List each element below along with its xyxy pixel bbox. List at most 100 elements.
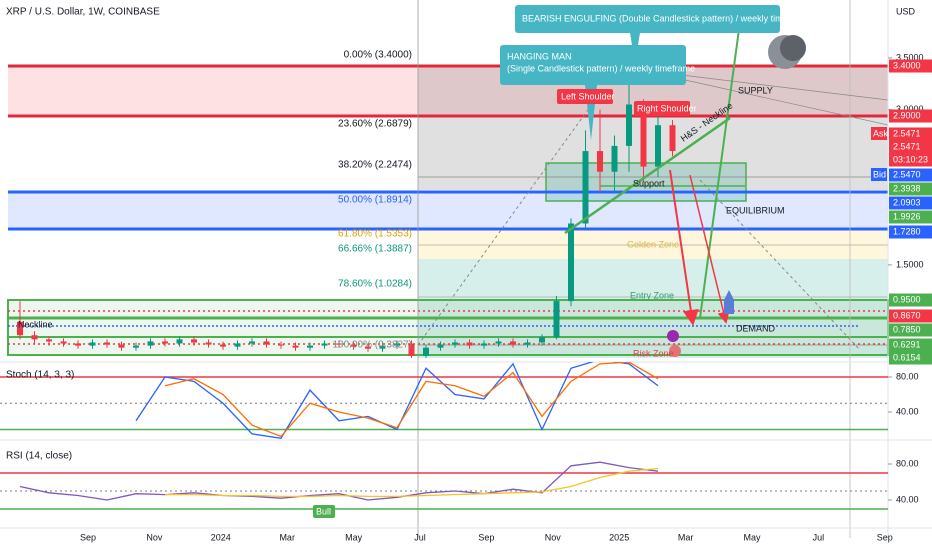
- candle-body: [640, 104, 647, 167]
- candle-body: [553, 301, 560, 338]
- price-tag: 2.9000: [893, 110, 921, 120]
- candle-body: [147, 341, 154, 346]
- price-tag-bg: [889, 168, 932, 182]
- pane-title: Stoch (14, 3, 3): [6, 370, 74, 381]
- label-bg: [313, 505, 335, 518]
- fib-label: 23.60% (2.6879): [338, 119, 412, 130]
- candle-body: [539, 337, 545, 343]
- price-tag-bg: [889, 225, 932, 239]
- candle-body: [263, 341, 270, 345]
- price-tag-bg: [889, 182, 932, 196]
- zones: [0, 0, 932, 538]
- x-tick-label: Nov: [146, 532, 163, 542]
- moon-shade: [780, 35, 806, 61]
- arrow-up: [699, 14, 747, 319]
- x-tick-label: Sep: [478, 532, 494, 542]
- indicator-pane: [0, 362, 888, 439]
- candle-body: [437, 344, 444, 348]
- y-tick-label: 80.00: [896, 458, 919, 468]
- bid-label: Bid: [873, 169, 886, 179]
- gray-zone: [418, 66, 888, 190]
- label-bg: [634, 101, 690, 116]
- candle-body: [466, 342, 473, 346]
- candle-body: [524, 342, 531, 345]
- fib-label: 78.60% (1.0284): [338, 279, 412, 290]
- price-tag: 0.8670: [893, 310, 921, 320]
- callout: [515, 5, 780, 33]
- y-tick-label: 40.00: [896, 406, 919, 416]
- annotation: DEMAND: [736, 323, 776, 333]
- price-tag-bg: [889, 293, 932, 307]
- price-tag-bg: [889, 109, 932, 123]
- candle-body: [191, 339, 197, 343]
- candle-body: [17, 321, 23, 336]
- indicator-line: [135, 362, 659, 439]
- candle-body: [510, 341, 516, 345]
- candle-body: [133, 345, 139, 348]
- annotation: Golden Zone: [627, 239, 679, 249]
- price-tag: 0.6291: [893, 339, 921, 349]
- callout: [500, 45, 686, 85]
- golden-zone: [418, 229, 888, 259]
- indicator-pane: [0, 461, 888, 510]
- countdown-bg: [889, 153, 932, 167]
- ask-bg: [871, 127, 887, 140]
- flag-icon: [667, 330, 679, 342]
- candle-body: [205, 342, 212, 345]
- annotation: HANGING MAN: [507, 51, 572, 61]
- price-tag: 1.7280: [893, 226, 921, 236]
- fib-label: 38.20% (2.2474): [338, 160, 412, 171]
- candle-body: [655, 125, 661, 167]
- candle-body: [89, 342, 96, 346]
- y-tick-label: 1.5000: [896, 259, 924, 269]
- price-tag-bg: [889, 338, 932, 352]
- annotation: (Single Candlestick pattern) / weekly ti…: [507, 63, 695, 73]
- support-box: [545, 162, 747, 202]
- candle-body: [336, 343, 342, 345]
- y-tick-label: 80.00: [896, 371, 919, 381]
- demand-zone: [7, 299, 889, 356]
- indicator-line: [164, 362, 659, 438]
- currency: USD: [896, 6, 916, 16]
- price-tag-bg: [889, 309, 932, 323]
- candle-body: [452, 342, 458, 345]
- price-tag: 2.5471: [893, 141, 921, 151]
- pane-title: RSI (14, close): [6, 451, 72, 462]
- price-tag-bg: [889, 351, 932, 365]
- fib-label: 100.00% (0.3827): [332, 340, 412, 351]
- price-tag: 2.3938: [893, 183, 921, 193]
- arrow-down: [669, 169, 699, 326]
- candle-body: [46, 339, 52, 342]
- price-tag: 2.5471: [893, 128, 921, 138]
- annotation: Support: [633, 178, 665, 188]
- x-tick-label: May: [345, 532, 363, 542]
- price-tag-bg: [889, 196, 932, 210]
- annotation: Entry Zone: [630, 290, 674, 300]
- candle-body: [669, 125, 676, 152]
- annotation: Risk Zone: [633, 348, 674, 358]
- candle-body: [60, 341, 67, 344]
- hs-neckline: [564, 116, 731, 235]
- supply-zone: [8, 66, 888, 116]
- indicators: [0, 362, 888, 510]
- annotation: Bull: [316, 506, 331, 516]
- candle-body: [31, 335, 38, 340]
- annotation: Neckline: [18, 319, 53, 329]
- x-tick-label: Mar: [678, 532, 694, 542]
- price-tag-bg: [889, 127, 932, 141]
- fib-label: 66.66% (1.3887): [338, 244, 412, 255]
- y-tick-label: 3.0000: [896, 104, 924, 114]
- candle-body: [162, 341, 168, 344]
- candle-body: [481, 343, 487, 346]
- candle-body: [307, 345, 313, 348]
- annotation: Left Shoulder: [561, 91, 615, 101]
- x-tick-label: 2025: [609, 532, 629, 542]
- price-tag: 0.7850: [893, 324, 921, 334]
- candle-body: [176, 339, 183, 344]
- y-tick-label: 3.5000: [896, 52, 924, 62]
- candle-body: [220, 344, 226, 347]
- price-scale: 3.5000 3.0000 1.5000 80.00 40.00 80.00 40.00 3.…: [888, 52, 932, 504]
- x-tick-label: Jul: [414, 532, 426, 542]
- price-tag: 1.9926: [893, 211, 921, 221]
